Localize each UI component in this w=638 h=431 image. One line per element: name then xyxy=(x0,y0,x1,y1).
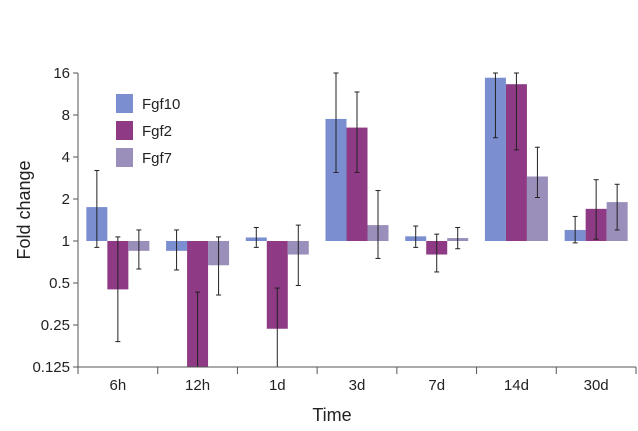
error-bar-fgf2-7d xyxy=(434,233,440,273)
error-bar-fgf10-1d xyxy=(253,226,259,248)
error-bar-fgf10-12h xyxy=(174,229,180,271)
x-tick-label-1d: 1d xyxy=(269,377,286,394)
error-bar-fgf7-6h xyxy=(136,229,142,270)
bar-fgf2-14d xyxy=(505,84,527,241)
bar-fgf10-14d xyxy=(484,77,506,241)
error-bar-fgf2-30d xyxy=(593,179,599,240)
y-tick-label-4: 4 xyxy=(62,149,70,166)
x-tick-label-14d: 14d xyxy=(504,377,529,394)
bar-fgf2-3d xyxy=(346,127,368,241)
legend-label-fgf7: Fgf7 xyxy=(142,150,172,167)
y-tick-label-2: 2 xyxy=(62,191,70,208)
y-tick-label-0.125: 0.125 xyxy=(32,359,70,376)
error-bar-fgf2-6h xyxy=(115,236,121,343)
error-bar-fgf7-7d xyxy=(455,226,461,250)
x-tick-label-6h: 6h xyxy=(110,377,127,394)
error-bar-fgf10-6h xyxy=(94,170,100,248)
y-tick-label-1: 1 xyxy=(62,233,70,250)
legend-label-fgf2: Fgf2 xyxy=(142,123,172,140)
ticks-layer: 6h 12h 1d 3d 7d 14d 30d 0.125 0.25 0.5 1 2 4 8 16 xyxy=(32,65,637,394)
legend-swatch-fgf10 xyxy=(116,94,133,113)
legend-swatch-fgf2 xyxy=(116,121,133,140)
y-axis-title: Fold change xyxy=(14,160,34,259)
error-bar-fgf7-14d xyxy=(534,146,540,199)
bar-fgf10-3d xyxy=(325,118,347,241)
error-bar-fgf2-3d xyxy=(354,91,360,173)
legend-swatch-fgf7 xyxy=(116,148,133,167)
bar-fgf7-14d xyxy=(526,176,548,241)
error-bar-fgf2-14d xyxy=(513,72,519,151)
legend-label-fgf10: Fgf10 xyxy=(142,96,180,113)
y-tick-label-0.25: 0.25 xyxy=(41,317,70,334)
y-tick-label-16: 16 xyxy=(53,65,70,82)
error-bar-fgf10-7d xyxy=(413,225,419,248)
bars-layer xyxy=(86,77,628,367)
error-bar-fgf7-12h xyxy=(216,236,222,296)
x-axis-title: Time xyxy=(312,405,351,425)
error-bar-fgf7-30d xyxy=(614,183,620,231)
error-bars-layer xyxy=(94,72,620,368)
x-tick-label-3d: 3d xyxy=(349,377,366,394)
axes-layer xyxy=(77,73,636,368)
x-tick-label-30d: 30d xyxy=(584,377,609,394)
error-bar-fgf7-3d xyxy=(375,190,381,259)
bar-fgf2-1d xyxy=(266,241,288,329)
legend: Fgf10 Fgf2 Fgf7 xyxy=(106,86,206,176)
x-tick-label-12h: 12h xyxy=(185,377,210,394)
error-bar-fgf10-14d xyxy=(492,72,498,139)
y-tick-label-8: 8 xyxy=(62,107,70,124)
error-bar-fgf10-30d xyxy=(572,215,578,244)
x-tick-label-7d: 7d xyxy=(428,377,445,394)
error-bar-fgf10-3d xyxy=(333,72,339,173)
error-bar-fgf7-1d xyxy=(295,224,301,286)
y-tick-label-0.5: 0.5 xyxy=(49,275,70,292)
